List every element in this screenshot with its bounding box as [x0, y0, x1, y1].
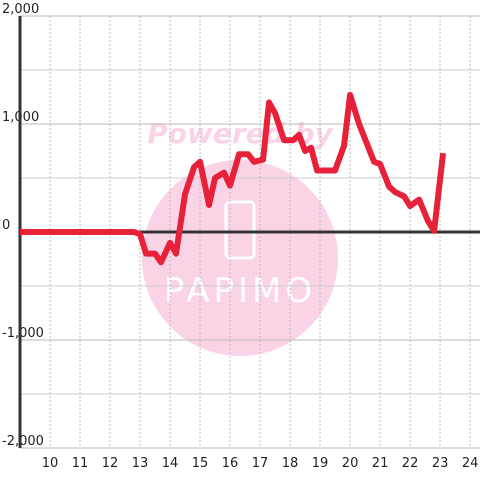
y-tick-label: -1,000: [2, 326, 44, 341]
x-tick-label: 16: [222, 456, 239, 471]
data-line: [20, 91, 447, 266]
x-tick-label: 11: [72, 456, 89, 471]
y-tick-label: 2,000: [2, 2, 39, 17]
x-tick-label: 24: [462, 456, 479, 471]
x-tick-label: 20: [342, 456, 359, 471]
y-tick-label: 0: [2, 218, 10, 233]
y-tick-label: -2,000: [2, 434, 44, 449]
watermark-icon: [224, 200, 256, 260]
watermark-text: Powered by: [147, 117, 334, 150]
x-tick-label: 21: [372, 456, 389, 471]
x-tick-label: 10: [42, 456, 59, 471]
watermark-logo: PAPIMO: [164, 271, 316, 311]
x-tick-label: 22: [402, 456, 419, 471]
x-tick-label: 23: [432, 456, 449, 471]
x-tick-label: 14: [162, 456, 179, 471]
x-tick-label: 12: [102, 456, 119, 471]
x-tick-label: 18: [282, 456, 299, 471]
x-tick-label: 15: [192, 456, 209, 471]
x-tick-label: 19: [312, 456, 329, 471]
x-tick-label: 13: [132, 456, 149, 471]
x-tick-label: 17: [252, 456, 269, 471]
